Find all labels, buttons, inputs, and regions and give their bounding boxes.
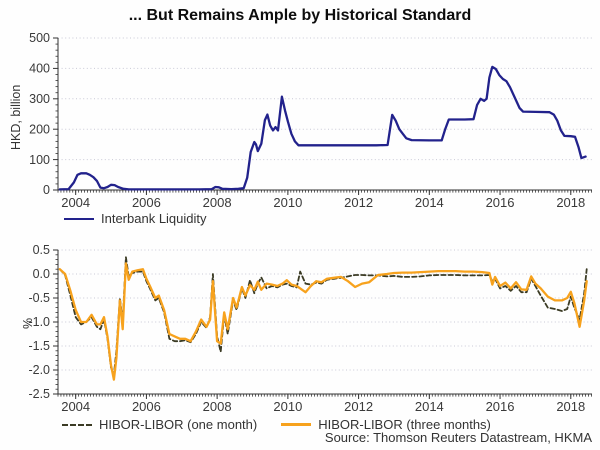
- svg-text:2004: 2004: [61, 399, 90, 414]
- svg-text:2012: 2012: [344, 399, 373, 414]
- legend-label-hibor-libor-one-month: HIBOR-LIBOR (one month): [99, 417, 258, 432]
- svg-text:400: 400: [29, 62, 50, 76]
- svg-text:2014: 2014: [415, 195, 444, 210]
- svg-text:2006: 2006: [132, 399, 161, 414]
- legend-label-hibor-libor-three-months: HIBOR-LIBOR (three months): [318, 417, 491, 432]
- top-y-axis-label: HKD, billion: [9, 84, 23, 150]
- svg-text:-2.0: -2.0: [28, 363, 50, 377]
- svg-text:2018: 2018: [556, 195, 585, 210]
- svg-text:0.0: 0.0: [33, 267, 50, 281]
- chart-title: ... But Remains Ample by Historical Stan…: [128, 7, 472, 24]
- svg-text:2016: 2016: [486, 399, 515, 414]
- hibor-libor-three-months-line-sample: [281, 423, 312, 426]
- svg-text:2016: 2016: [486, 195, 515, 210]
- top-chart-legend: Interbank Liquidity: [64, 211, 207, 226]
- svg-text:100: 100: [29, 153, 50, 167]
- legend-label-interbank-liquidity: Interbank Liquidity: [101, 211, 207, 226]
- svg-text:-0.5: -0.5: [28, 291, 50, 305]
- svg-text:2010: 2010: [273, 399, 302, 414]
- bottom-y-axis-label: %: [21, 317, 35, 329]
- hibor-libor-one-month-line-sample: [62, 423, 92, 426]
- svg-text:2014: 2014: [415, 399, 444, 414]
- svg-text:200: 200: [29, 122, 50, 136]
- svg-text:-1.5: -1.5: [28, 339, 50, 353]
- svg-text:-2.5: -2.5: [28, 387, 50, 401]
- svg-text:500: 500: [29, 31, 50, 45]
- svg-text:2010: 2010: [273, 195, 302, 210]
- svg-text:0.5: 0.5: [33, 243, 50, 257]
- svg-text:0: 0: [43, 183, 50, 197]
- svg-text:2004: 2004: [61, 195, 90, 210]
- svg-text:300: 300: [29, 92, 50, 106]
- bottom-chart-legend: HIBOR-LIBOR (one month) HIBOR-LIBOR (thr…: [62, 417, 491, 432]
- svg-text:2018: 2018: [556, 399, 585, 414]
- source-note: Source: Thomson Reuters Datastream, HKMA: [324, 430, 592, 445]
- svg-text:2008: 2008: [203, 399, 232, 414]
- interbank-liquidity-line-sample: [64, 217, 94, 220]
- svg-text:2008: 2008: [203, 195, 232, 210]
- svg-text:2006: 2006: [132, 195, 161, 210]
- svg-text:2012: 2012: [344, 195, 373, 210]
